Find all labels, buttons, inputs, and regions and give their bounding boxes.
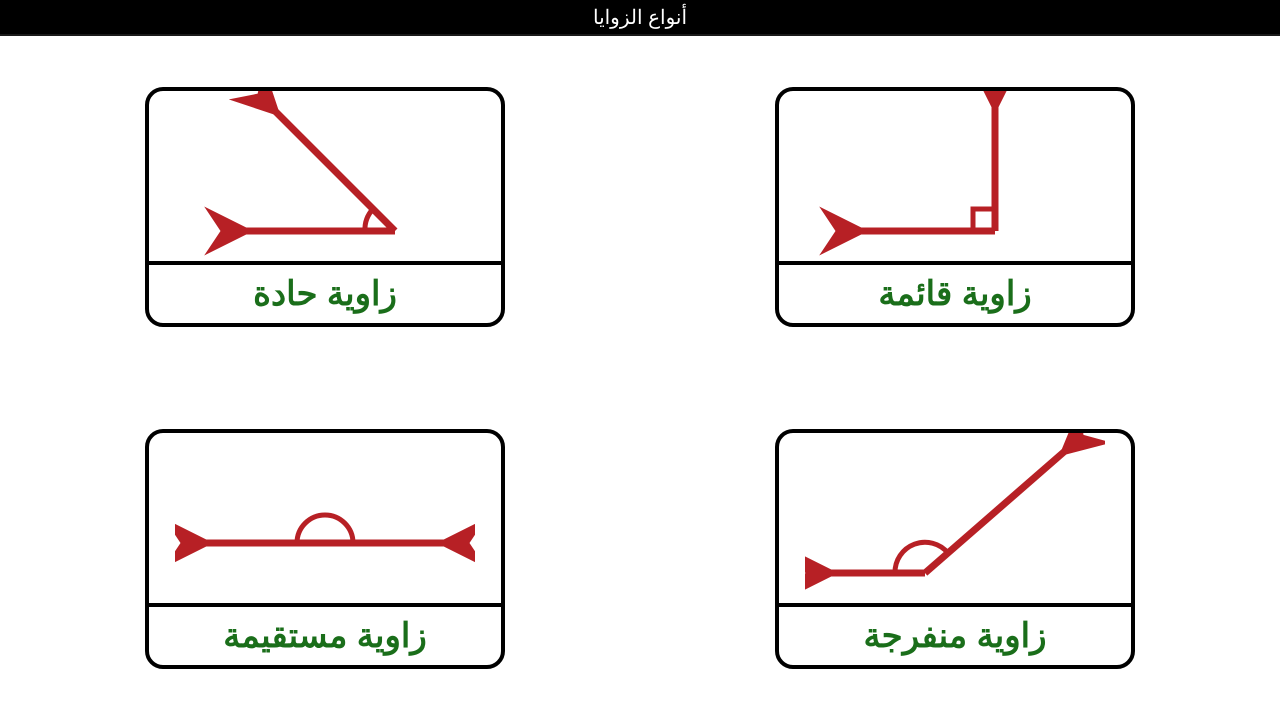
card-straight: زاوية مستقيمة <box>145 429 505 669</box>
diagram-straight <box>149 433 501 607</box>
diagram-right <box>779 91 1131 265</box>
straight-angle-icon <box>175 433 475 603</box>
card-right: زاوية قائمة <box>775 87 1135 327</box>
page-title: أنواع الزوايا <box>593 5 687 30</box>
card-obtuse: زاوية منفرجة <box>775 429 1135 669</box>
obtuse-angle-icon <box>805 433 1105 603</box>
page-header: أنواع الزوايا <box>0 0 1280 36</box>
content-grid: زاوية حادة زاوية قائمة <box>0 36 1280 720</box>
acute-angle-icon <box>175 91 475 261</box>
label-right: زاوية قائمة <box>779 265 1131 323</box>
diagram-obtuse <box>779 433 1131 607</box>
right-angle-icon <box>805 91 1105 261</box>
label-straight: زاوية مستقيمة <box>149 607 501 665</box>
card-acute: زاوية حادة <box>145 87 505 327</box>
diagram-acute <box>149 91 501 265</box>
label-acute: زاوية حادة <box>149 265 501 323</box>
label-obtuse: زاوية منفرجة <box>779 607 1131 665</box>
